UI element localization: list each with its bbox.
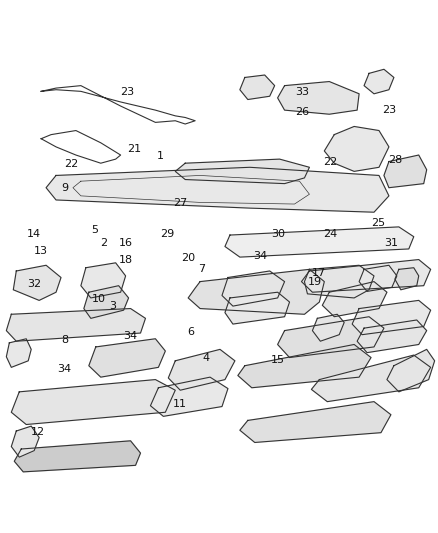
Text: 24: 24 bbox=[323, 229, 337, 239]
Polygon shape bbox=[278, 317, 384, 358]
Polygon shape bbox=[89, 339, 165, 377]
Polygon shape bbox=[240, 75, 275, 100]
Text: 22: 22 bbox=[323, 157, 337, 167]
Polygon shape bbox=[387, 349, 434, 392]
Polygon shape bbox=[222, 271, 285, 306]
Polygon shape bbox=[357, 320, 427, 353]
Polygon shape bbox=[46, 167, 389, 212]
Text: 12: 12 bbox=[32, 427, 46, 437]
Text: 10: 10 bbox=[92, 294, 106, 304]
Polygon shape bbox=[7, 339, 31, 367]
Text: 7: 7 bbox=[198, 264, 205, 273]
Text: 31: 31 bbox=[384, 238, 398, 247]
Text: 34: 34 bbox=[253, 251, 268, 261]
Text: 17: 17 bbox=[312, 268, 326, 278]
Polygon shape bbox=[150, 377, 228, 416]
Text: 6: 6 bbox=[187, 327, 194, 337]
Text: 34: 34 bbox=[57, 364, 71, 374]
Text: 1: 1 bbox=[157, 150, 164, 160]
Polygon shape bbox=[7, 309, 145, 341]
Polygon shape bbox=[364, 69, 394, 94]
Text: 4: 4 bbox=[202, 353, 209, 363]
Polygon shape bbox=[301, 260, 431, 292]
Text: 28: 28 bbox=[388, 155, 403, 165]
Polygon shape bbox=[324, 126, 389, 172]
Text: 32: 32 bbox=[27, 279, 41, 289]
Polygon shape bbox=[11, 379, 175, 424]
Text: 5: 5 bbox=[92, 224, 99, 235]
Polygon shape bbox=[225, 227, 414, 257]
Text: 25: 25 bbox=[371, 218, 385, 228]
Polygon shape bbox=[322, 281, 387, 317]
Text: 22: 22 bbox=[64, 159, 78, 169]
Polygon shape bbox=[14, 441, 141, 472]
Text: 34: 34 bbox=[123, 331, 137, 341]
Text: 15: 15 bbox=[271, 355, 285, 365]
Polygon shape bbox=[81, 263, 126, 298]
Text: 2: 2 bbox=[100, 238, 107, 247]
Polygon shape bbox=[352, 301, 431, 335]
Polygon shape bbox=[175, 159, 309, 184]
Polygon shape bbox=[278, 82, 359, 114]
Polygon shape bbox=[240, 402, 391, 442]
Text: 33: 33 bbox=[295, 87, 309, 98]
Polygon shape bbox=[395, 268, 419, 290]
Text: 19: 19 bbox=[307, 277, 322, 287]
Polygon shape bbox=[384, 155, 427, 188]
Polygon shape bbox=[304, 265, 374, 298]
Polygon shape bbox=[225, 292, 290, 324]
Polygon shape bbox=[168, 349, 235, 390]
Text: 13: 13 bbox=[34, 246, 48, 256]
Polygon shape bbox=[13, 265, 61, 301]
Text: 18: 18 bbox=[118, 255, 132, 265]
Text: 20: 20 bbox=[181, 253, 196, 263]
Text: 21: 21 bbox=[127, 144, 141, 154]
Polygon shape bbox=[359, 265, 397, 292]
Polygon shape bbox=[311, 355, 431, 402]
Text: 23: 23 bbox=[381, 105, 396, 115]
Text: 8: 8 bbox=[61, 335, 68, 345]
Polygon shape bbox=[84, 286, 129, 318]
Polygon shape bbox=[312, 314, 344, 341]
Text: 29: 29 bbox=[159, 229, 174, 239]
Text: 16: 16 bbox=[118, 238, 132, 247]
Polygon shape bbox=[11, 426, 39, 457]
Polygon shape bbox=[188, 269, 324, 314]
Text: 23: 23 bbox=[120, 87, 134, 98]
Text: 14: 14 bbox=[27, 229, 41, 239]
Text: 26: 26 bbox=[295, 107, 309, 117]
Text: 27: 27 bbox=[173, 198, 187, 208]
Text: 3: 3 bbox=[109, 301, 116, 311]
Text: 9: 9 bbox=[61, 183, 68, 193]
Text: 11: 11 bbox=[173, 399, 187, 409]
Text: 30: 30 bbox=[271, 229, 285, 239]
Polygon shape bbox=[238, 344, 371, 388]
